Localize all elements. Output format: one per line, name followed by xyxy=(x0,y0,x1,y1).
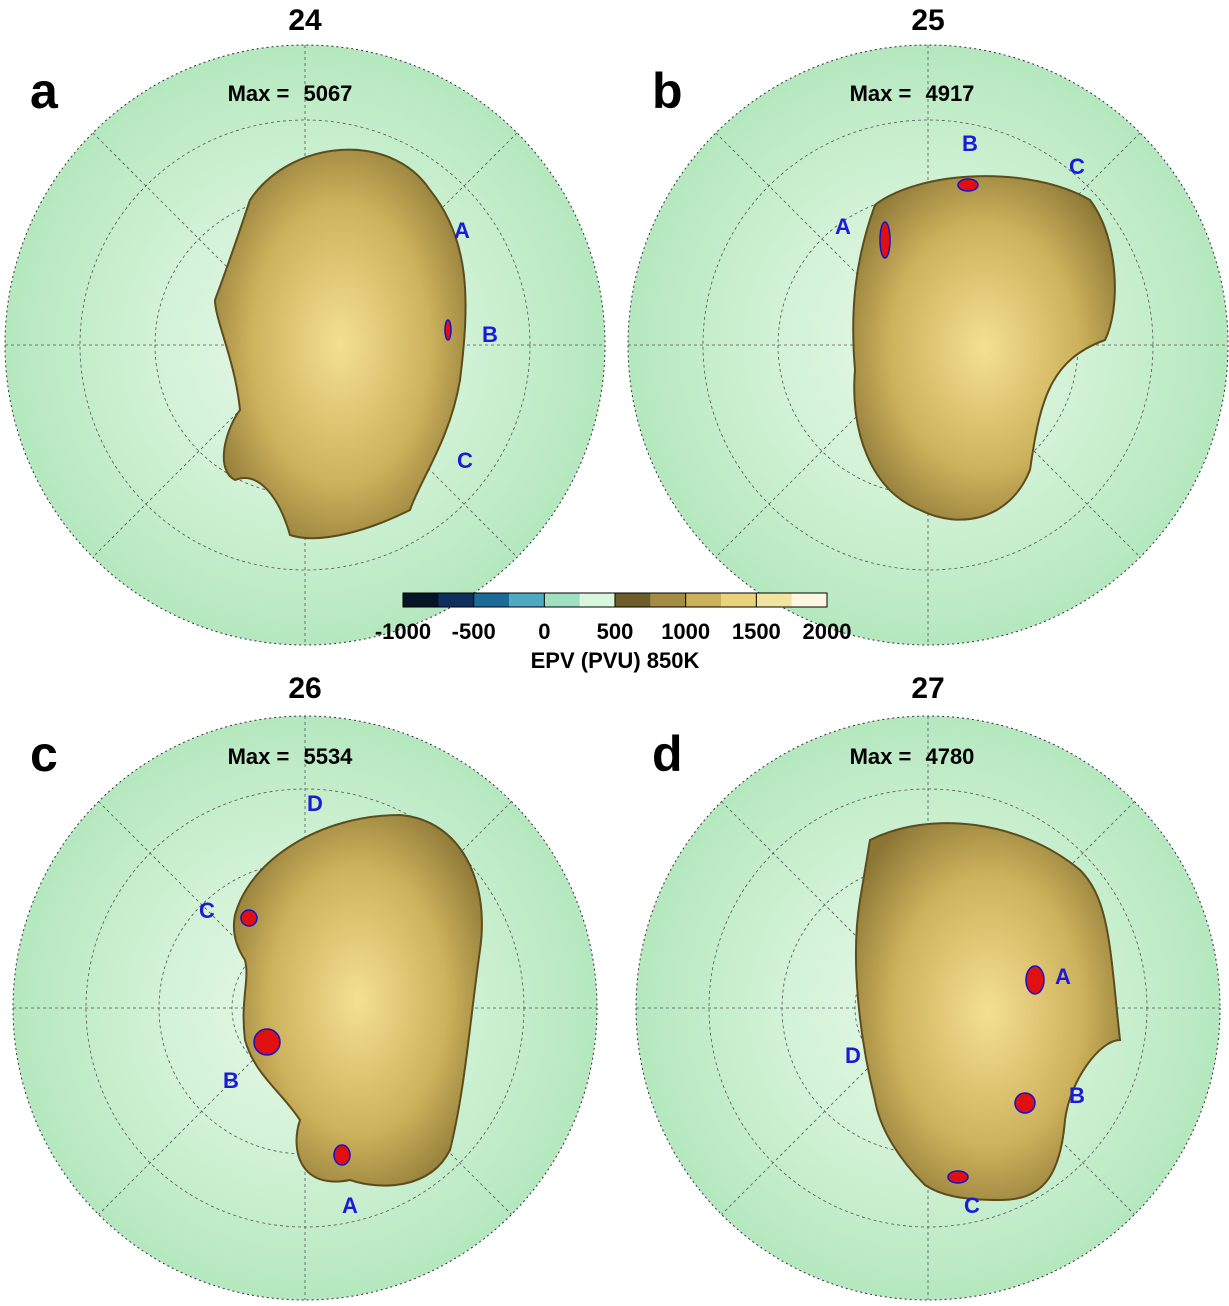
vortex xyxy=(213,148,467,540)
colorbar-segment xyxy=(650,593,687,607)
marker-label: D xyxy=(845,1043,861,1068)
colorbar-segment xyxy=(756,593,793,607)
colorbar-tick-label: 2000 xyxy=(803,619,852,644)
marker-label: C xyxy=(457,448,473,473)
panel-letter: c xyxy=(30,726,58,782)
vortex xyxy=(854,822,1122,1202)
marker-label: C xyxy=(199,898,215,923)
colorbar: -1000 -500 0 500 1000 1500 2000 xyxy=(375,592,852,644)
marker-label: A xyxy=(342,1193,358,1218)
colorbar-tick-label: -1000 xyxy=(375,619,431,644)
max-text: Max = xyxy=(850,744,912,769)
marker-label: B xyxy=(962,131,978,156)
colorbar-tick-label: -500 xyxy=(452,619,496,644)
marker-label: D xyxy=(307,791,323,816)
pv-anomaly xyxy=(957,178,979,192)
panel-a: 24 a Max = 5067 A B C xyxy=(30,4,498,540)
pv-anomaly xyxy=(947,1170,969,1184)
colorbar-segment xyxy=(791,593,828,607)
pv-anomaly xyxy=(444,319,452,341)
colorbar-tick-label: 1500 xyxy=(732,619,781,644)
panel-title: 25 xyxy=(911,4,944,37)
max-value: 4780 xyxy=(925,744,974,769)
panel-c: 26 c Max = 5534 D C B A xyxy=(30,672,483,1218)
graticule xyxy=(721,801,1135,1215)
max-value: 5534 xyxy=(303,744,353,769)
max-label: Max = 5534 xyxy=(228,744,354,769)
marker-label: A xyxy=(1055,964,1071,989)
max-text: Max = xyxy=(228,81,290,106)
vortex xyxy=(232,813,483,1187)
marker-label: C xyxy=(1069,154,1085,179)
panel-b: 25 b Max = 4917 A B C xyxy=(652,4,1116,521)
panel-letter: a xyxy=(30,63,59,119)
marker-label: A xyxy=(454,218,470,243)
panel-letter: b xyxy=(652,63,683,119)
panel-d: 27 d Max = 4780 A D B C xyxy=(652,672,1122,1218)
marker-label: A xyxy=(835,214,851,239)
max-label: Max = 5067 xyxy=(228,81,353,106)
colorbar-segment xyxy=(579,593,616,607)
panel-title: 24 xyxy=(288,4,322,37)
pv-anomaly xyxy=(879,221,891,259)
max-label: Max = 4780 xyxy=(850,744,975,769)
pv-anomaly xyxy=(240,909,258,927)
colorbar-segment xyxy=(685,593,722,607)
colorbar-tick-label: 500 xyxy=(597,619,634,644)
vortex xyxy=(852,175,1116,521)
colorbar-segment xyxy=(438,593,475,607)
max-label: Max = 4917 xyxy=(850,81,975,106)
max-value: 5067 xyxy=(303,81,352,106)
colorbar-segment xyxy=(544,593,581,607)
pv-anomaly xyxy=(333,1144,351,1166)
marker-label: C xyxy=(964,1193,980,1218)
panel-title: 26 xyxy=(288,672,321,705)
max-text: Max = xyxy=(850,81,912,106)
marker-label: B xyxy=(482,322,498,347)
colorbar-tick-label: 0 xyxy=(538,619,550,644)
panel-letter: d xyxy=(652,726,683,782)
colorbar-segment xyxy=(403,593,439,607)
pv-anomaly xyxy=(1014,1092,1036,1114)
max-value: 4917 xyxy=(925,81,974,106)
colorbar-label: EPV (PVU) 850K xyxy=(531,648,700,673)
colorbar-segment xyxy=(509,593,545,607)
panel-title: 27 xyxy=(911,672,944,705)
colorbar-tick-label: 1000 xyxy=(661,619,710,644)
max-text: Max = xyxy=(228,744,290,769)
colorbar-segment xyxy=(473,593,510,607)
colorbar-segment xyxy=(615,593,651,607)
pv-anomaly xyxy=(1025,965,1045,995)
pv-anomaly xyxy=(253,1028,281,1056)
marker-label: B xyxy=(223,1068,239,1093)
colorbar-segment xyxy=(721,593,757,607)
marker-label: B xyxy=(1069,1083,1085,1108)
